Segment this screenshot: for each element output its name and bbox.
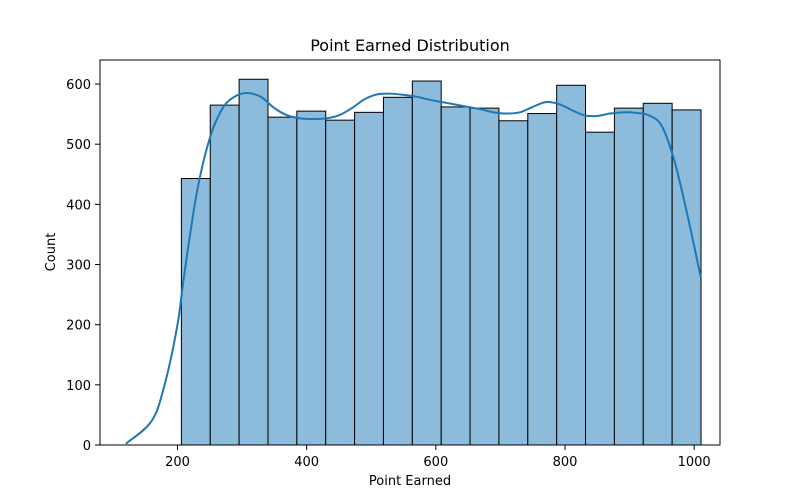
plot-frame (99, 59, 721, 446)
histogram-bar (180, 178, 211, 446)
x-tick-label: 1000 (678, 455, 711, 470)
histogram-bar (469, 107, 500, 446)
histogram-bar (296, 110, 327, 446)
y-tick-label: 200 (66, 319, 91, 334)
histogram-bar (642, 102, 673, 446)
chart-title: Point Earned Distribution (310, 36, 510, 55)
kde-curve (125, 92, 702, 445)
x-axis: 200 400 600 800 1000 (165, 445, 711, 470)
histogram-bar (267, 116, 298, 446)
x-tick-label: 800 (553, 455, 578, 470)
histogram-bar (527, 113, 558, 446)
y-tick-label: 0 (83, 439, 91, 454)
y-tick-label: 600 (66, 78, 91, 93)
bars-layer (180, 78, 702, 446)
histogram-bar (498, 120, 529, 446)
histogram-bar (556, 84, 587, 446)
y-tick-label: 100 (66, 379, 91, 394)
y-tick-label: 300 (66, 259, 91, 274)
x-tick-label: 600 (423, 455, 448, 470)
histogram-bar (411, 80, 442, 446)
histogram-bar (354, 111, 384, 446)
kde-layer (125, 92, 702, 445)
x-axis-title: Point Earned (369, 474, 451, 489)
x-tick-label: 400 (294, 455, 319, 470)
histogram-bar (238, 78, 269, 446)
histogram-bar (585, 131, 615, 446)
histogram-bar (382, 96, 413, 446)
histogram-bar (209, 104, 240, 446)
x-tick-label: 200 (165, 455, 190, 470)
y-tick-label: 400 (66, 198, 91, 213)
y-tick-label: 500 (66, 138, 91, 153)
histogram-bar (325, 119, 356, 446)
histogram-bar (440, 106, 471, 446)
histogram-bar (671, 109, 702, 446)
y-axis-title: Count (44, 233, 59, 272)
y-axis: 0 100 200 300 400 500 600 (66, 78, 100, 454)
histogram-bar (613, 107, 644, 446)
